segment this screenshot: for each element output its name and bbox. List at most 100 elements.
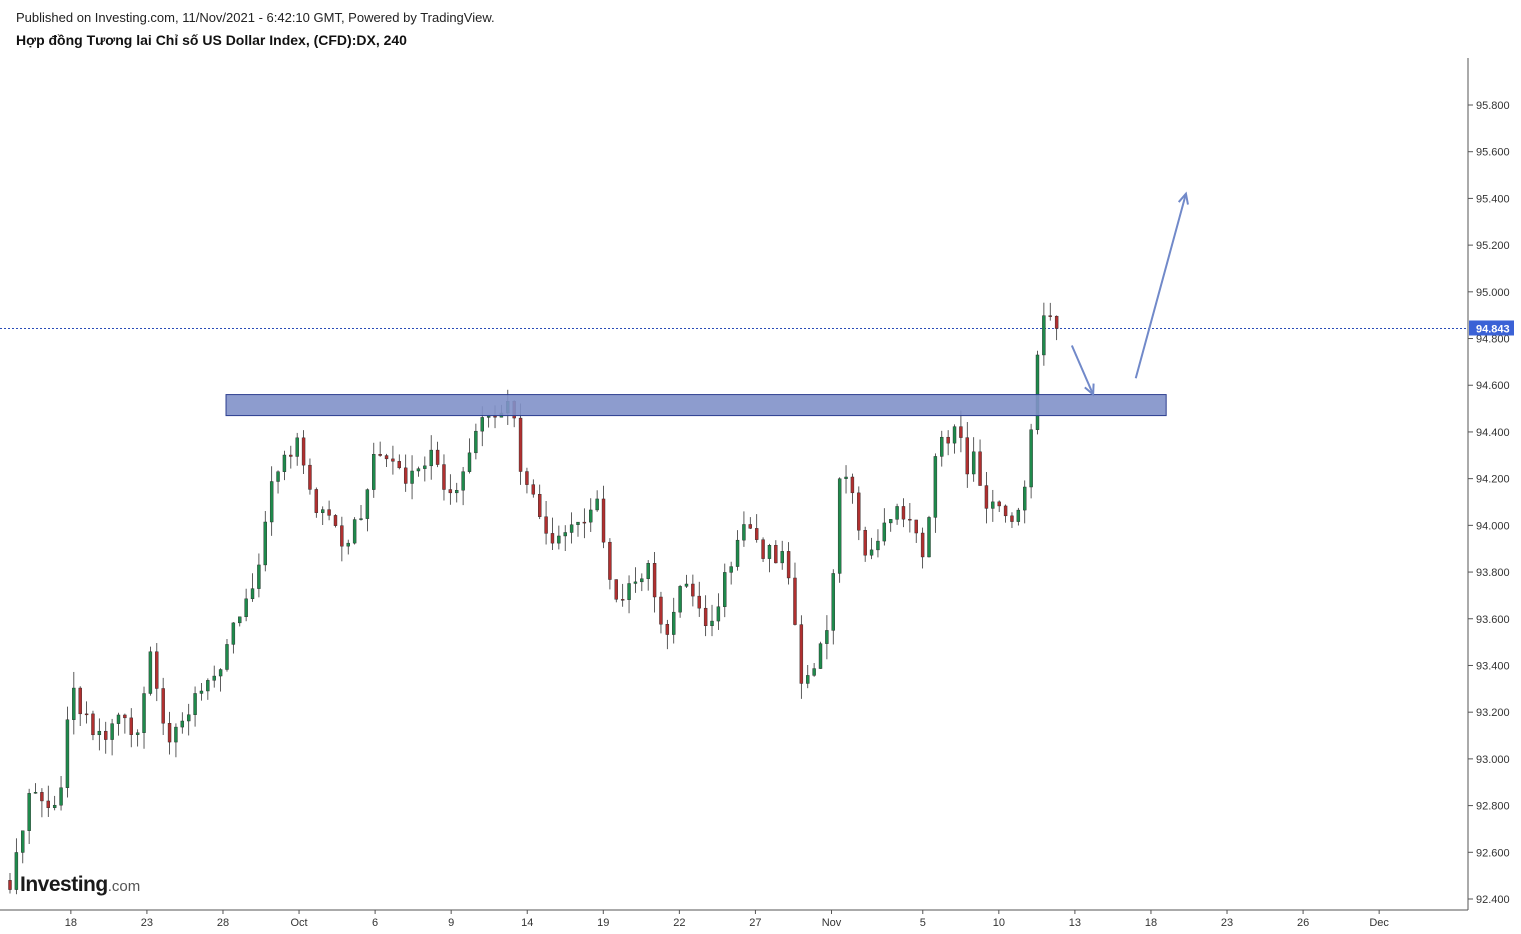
candle [767,543,772,573]
candle [448,474,453,505]
time-tick-label: Nov [822,917,842,929]
candle [391,445,395,475]
candle [276,470,280,494]
candle [754,514,759,543]
candle [850,473,855,504]
candle [652,552,657,613]
candle [735,530,740,571]
candle [984,471,989,524]
candle [825,615,829,660]
candle [608,538,612,590]
candle [429,435,433,480]
candle [582,508,587,539]
candle [563,525,567,552]
candle [46,785,50,817]
candle [569,512,574,544]
candle [697,581,701,617]
candle [659,591,663,634]
candle [525,467,529,494]
price-axis: 92.400 92.600 92.800 93.000 93.200 93.400 93.6… [1468,100,1510,906]
price-tick-label: 94.200 [1476,474,1510,486]
candle [627,575,631,614]
candle [806,664,810,689]
time-tick-label: 27 [749,917,761,929]
candle [455,482,459,503]
candle [442,454,446,501]
candle [186,703,191,736]
time-tick-label: 14 [521,917,533,929]
candle [710,604,714,637]
candle [538,484,542,520]
projection-arrow[interactable] [1070,345,1095,397]
candle [8,873,12,894]
candle [729,561,733,585]
candle [423,456,427,482]
time-tick-label: Oct [290,917,307,929]
candle [250,573,255,602]
price-tick-label: 95.600 [1476,147,1510,159]
current-price-label: 94.843 [1476,323,1510,335]
candle [786,542,791,585]
candle [321,506,325,526]
candle [518,403,523,485]
resistance-zone-layer [225,394,1167,417]
candle [231,622,236,654]
candle [59,776,63,811]
candle [895,503,899,525]
candle [959,410,963,453]
price-tick-label: 94.400 [1476,427,1510,439]
candle [799,615,804,699]
candle [901,498,906,528]
candle [812,663,816,677]
price-tick-label: 92.600 [1476,847,1510,859]
price-tick-label: 93.800 [1476,567,1510,579]
price-tick-label: 95.200 [1476,240,1510,252]
candle [40,788,44,818]
candle [21,830,25,864]
price-tick-label: 93.400 [1476,660,1510,672]
candle [1016,507,1021,526]
candle [142,686,146,749]
candle [486,415,491,428]
candle [742,511,746,547]
time-tick-label: 10 [993,917,1005,929]
candle [403,454,408,492]
projection-arrow[interactable] [1134,191,1189,379]
candle [684,574,689,589]
candle [927,515,931,558]
price-tick-label: 95.000 [1476,287,1510,299]
candle [831,569,835,645]
candle [550,517,555,550]
candle [78,686,82,726]
candle [180,712,185,734]
candle [997,500,1001,512]
candle [1054,315,1059,341]
candle [595,490,599,512]
price-tick-label: 95.400 [1476,193,1510,205]
candle [876,529,880,558]
time-tick-label: 13 [1069,917,1081,929]
chart-frame [0,58,1469,911]
candle [672,597,676,644]
candle [282,450,287,481]
candle [91,710,95,741]
candle [620,583,625,607]
candle [65,706,70,798]
candle [84,701,89,724]
candle [461,466,465,506]
candle [748,517,753,530]
candle [52,795,57,811]
time-tick-label: 22 [673,917,685,929]
candle [135,729,140,747]
candle [978,439,982,486]
candle [225,638,229,672]
resistance-zone[interactable] [225,394,1167,417]
candle [340,516,344,562]
price-tick-label: 94.800 [1476,334,1510,346]
candle [703,595,708,637]
candle [920,527,925,569]
price-tick-label: 94.600 [1476,380,1510,392]
candle [244,588,248,622]
candle [378,441,382,457]
